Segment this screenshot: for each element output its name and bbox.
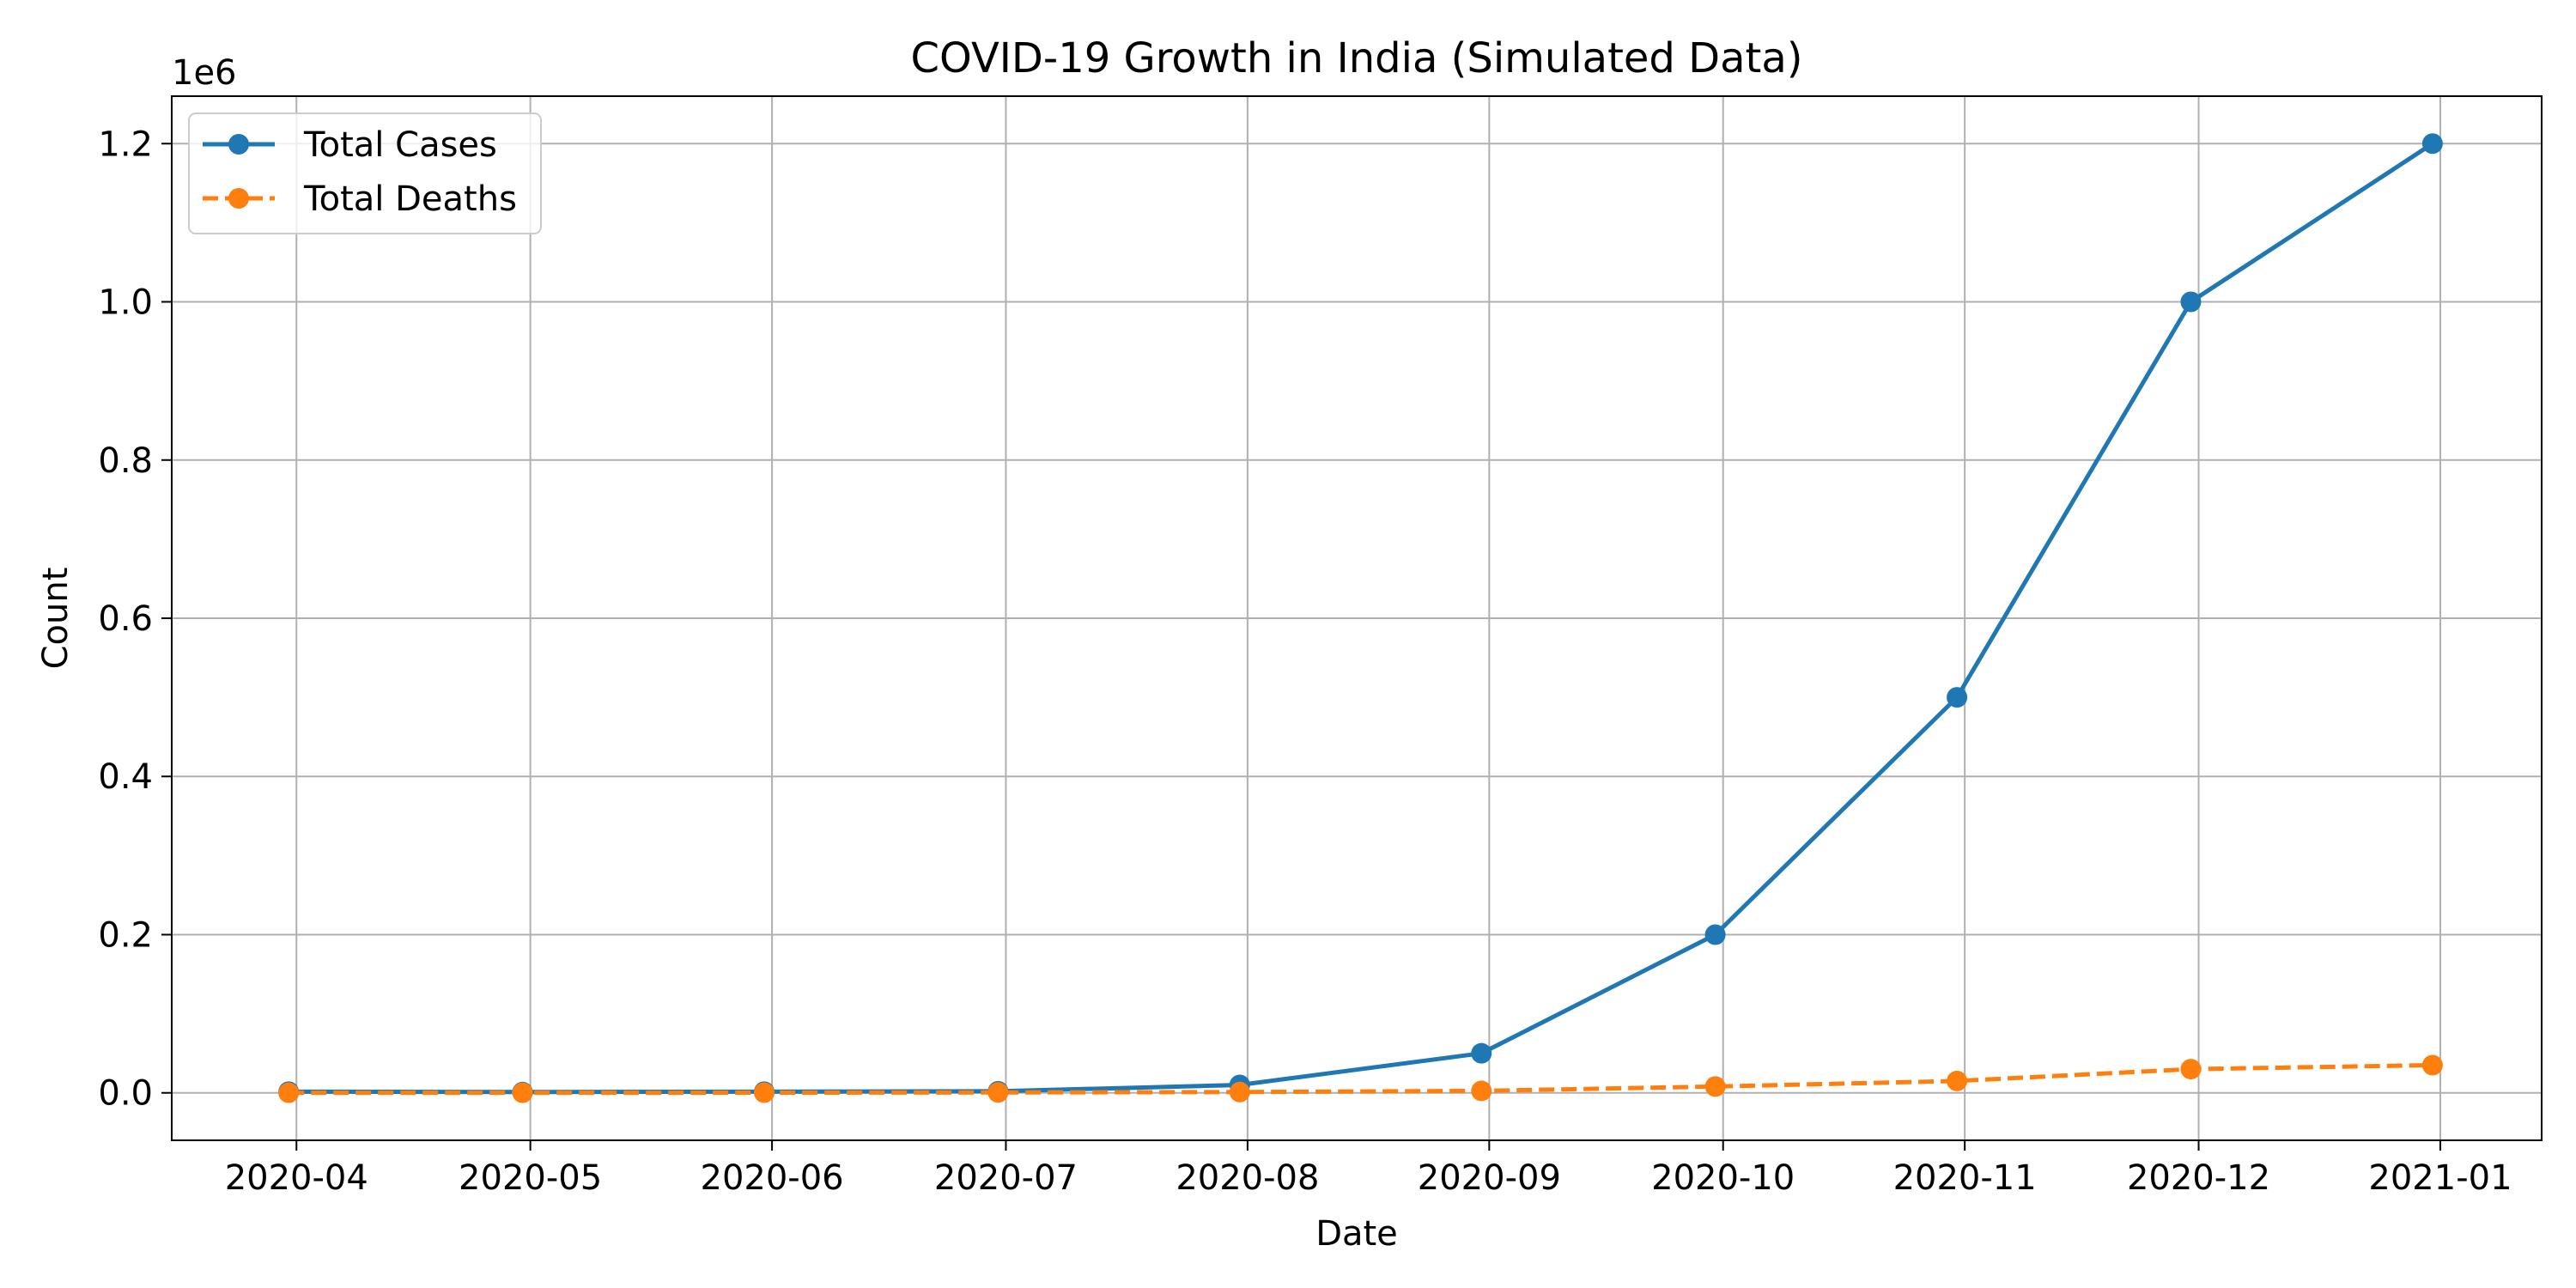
legend-marker-1 — [228, 188, 249, 209]
chart-title: COVID-19 Growth in India (Simulated Data… — [910, 34, 1802, 82]
y-tick-label: 0.8 — [98, 441, 153, 481]
x-tick-label: 2020-09 — [1418, 1158, 1561, 1198]
data-point-1-8 — [2180, 1059, 2202, 1080]
data-point-1-0 — [278, 1082, 300, 1103]
y-tick-label: 1.2 — [98, 125, 153, 164]
data-point-1-7 — [1947, 1070, 1968, 1091]
legend-marker-0 — [228, 134, 249, 155]
data-point-0-6 — [1704, 924, 1726, 945]
legend: Total Cases Total Deaths — [188, 112, 542, 234]
legend-label-1: Total Deaths — [303, 179, 517, 219]
data-point-0-7 — [1947, 687, 1968, 708]
data-point-0-5 — [1471, 1042, 1492, 1064]
data-point-1-6 — [1704, 1076, 1726, 1097]
data-point-1-1 — [512, 1082, 533, 1103]
y-axis-offset-label: 1e6 — [172, 53, 237, 93]
x-tick-label: 2020-12 — [2127, 1158, 2270, 1198]
x-tick-label: 2020-11 — [1893, 1158, 2037, 1198]
x-axis-label: Date — [1315, 1214, 1398, 1254]
grid — [172, 96, 2542, 1140]
data-point-0-9 — [2421, 133, 2443, 155]
y-tick-label: 0.6 — [98, 599, 153, 639]
axis-ticks: 2020-04 2020-05 2020-06 2020-07 2020-08 2020-… — [98, 125, 2512, 1198]
series-line-1 — [289, 1062, 2433, 1096]
data-point-1-9 — [2421, 1054, 2443, 1076]
legend-label-0: Total Cases — [303, 125, 497, 165]
data-point-1-3 — [987, 1082, 1009, 1103]
x-tick-label: 2020-06 — [701, 1158, 844, 1198]
x-tick-label: 2020-10 — [1651, 1158, 1795, 1198]
x-tick-label: 2020-04 — [225, 1158, 368, 1198]
series-line-0 — [289, 142, 2434, 1095]
data-point-1-4 — [1229, 1081, 1250, 1103]
plot-lines — [278, 133, 2443, 1103]
x-tick-label: 2020-05 — [459, 1158, 602, 1198]
y-axis-label: Count — [36, 568, 76, 670]
y-tick-label: 1.0 — [98, 283, 153, 323]
data-point-1-5 — [1471, 1080, 1492, 1102]
x-tick-label: 2020-08 — [1176, 1158, 1319, 1198]
data-point-1-2 — [754, 1082, 775, 1103]
data-point-0-8 — [2180, 291, 2202, 313]
y-tick-label: 0.4 — [98, 757, 153, 797]
legend-box — [188, 112, 542, 234]
y-tick-label: 0.0 — [98, 1074, 153, 1114]
x-tick-label: 2021-01 — [2368, 1158, 2512, 1198]
y-tick-label: 0.2 — [98, 915, 153, 955]
x-tick-label: 2020-07 — [934, 1158, 1078, 1198]
